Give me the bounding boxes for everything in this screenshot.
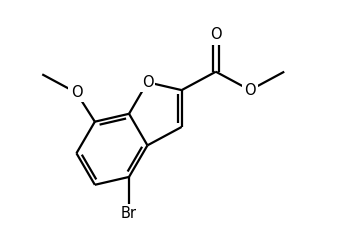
Text: O: O <box>210 27 222 42</box>
Text: O: O <box>244 83 256 98</box>
Text: O: O <box>71 85 82 100</box>
Text: Br: Br <box>121 206 137 221</box>
Text: O: O <box>142 75 153 90</box>
